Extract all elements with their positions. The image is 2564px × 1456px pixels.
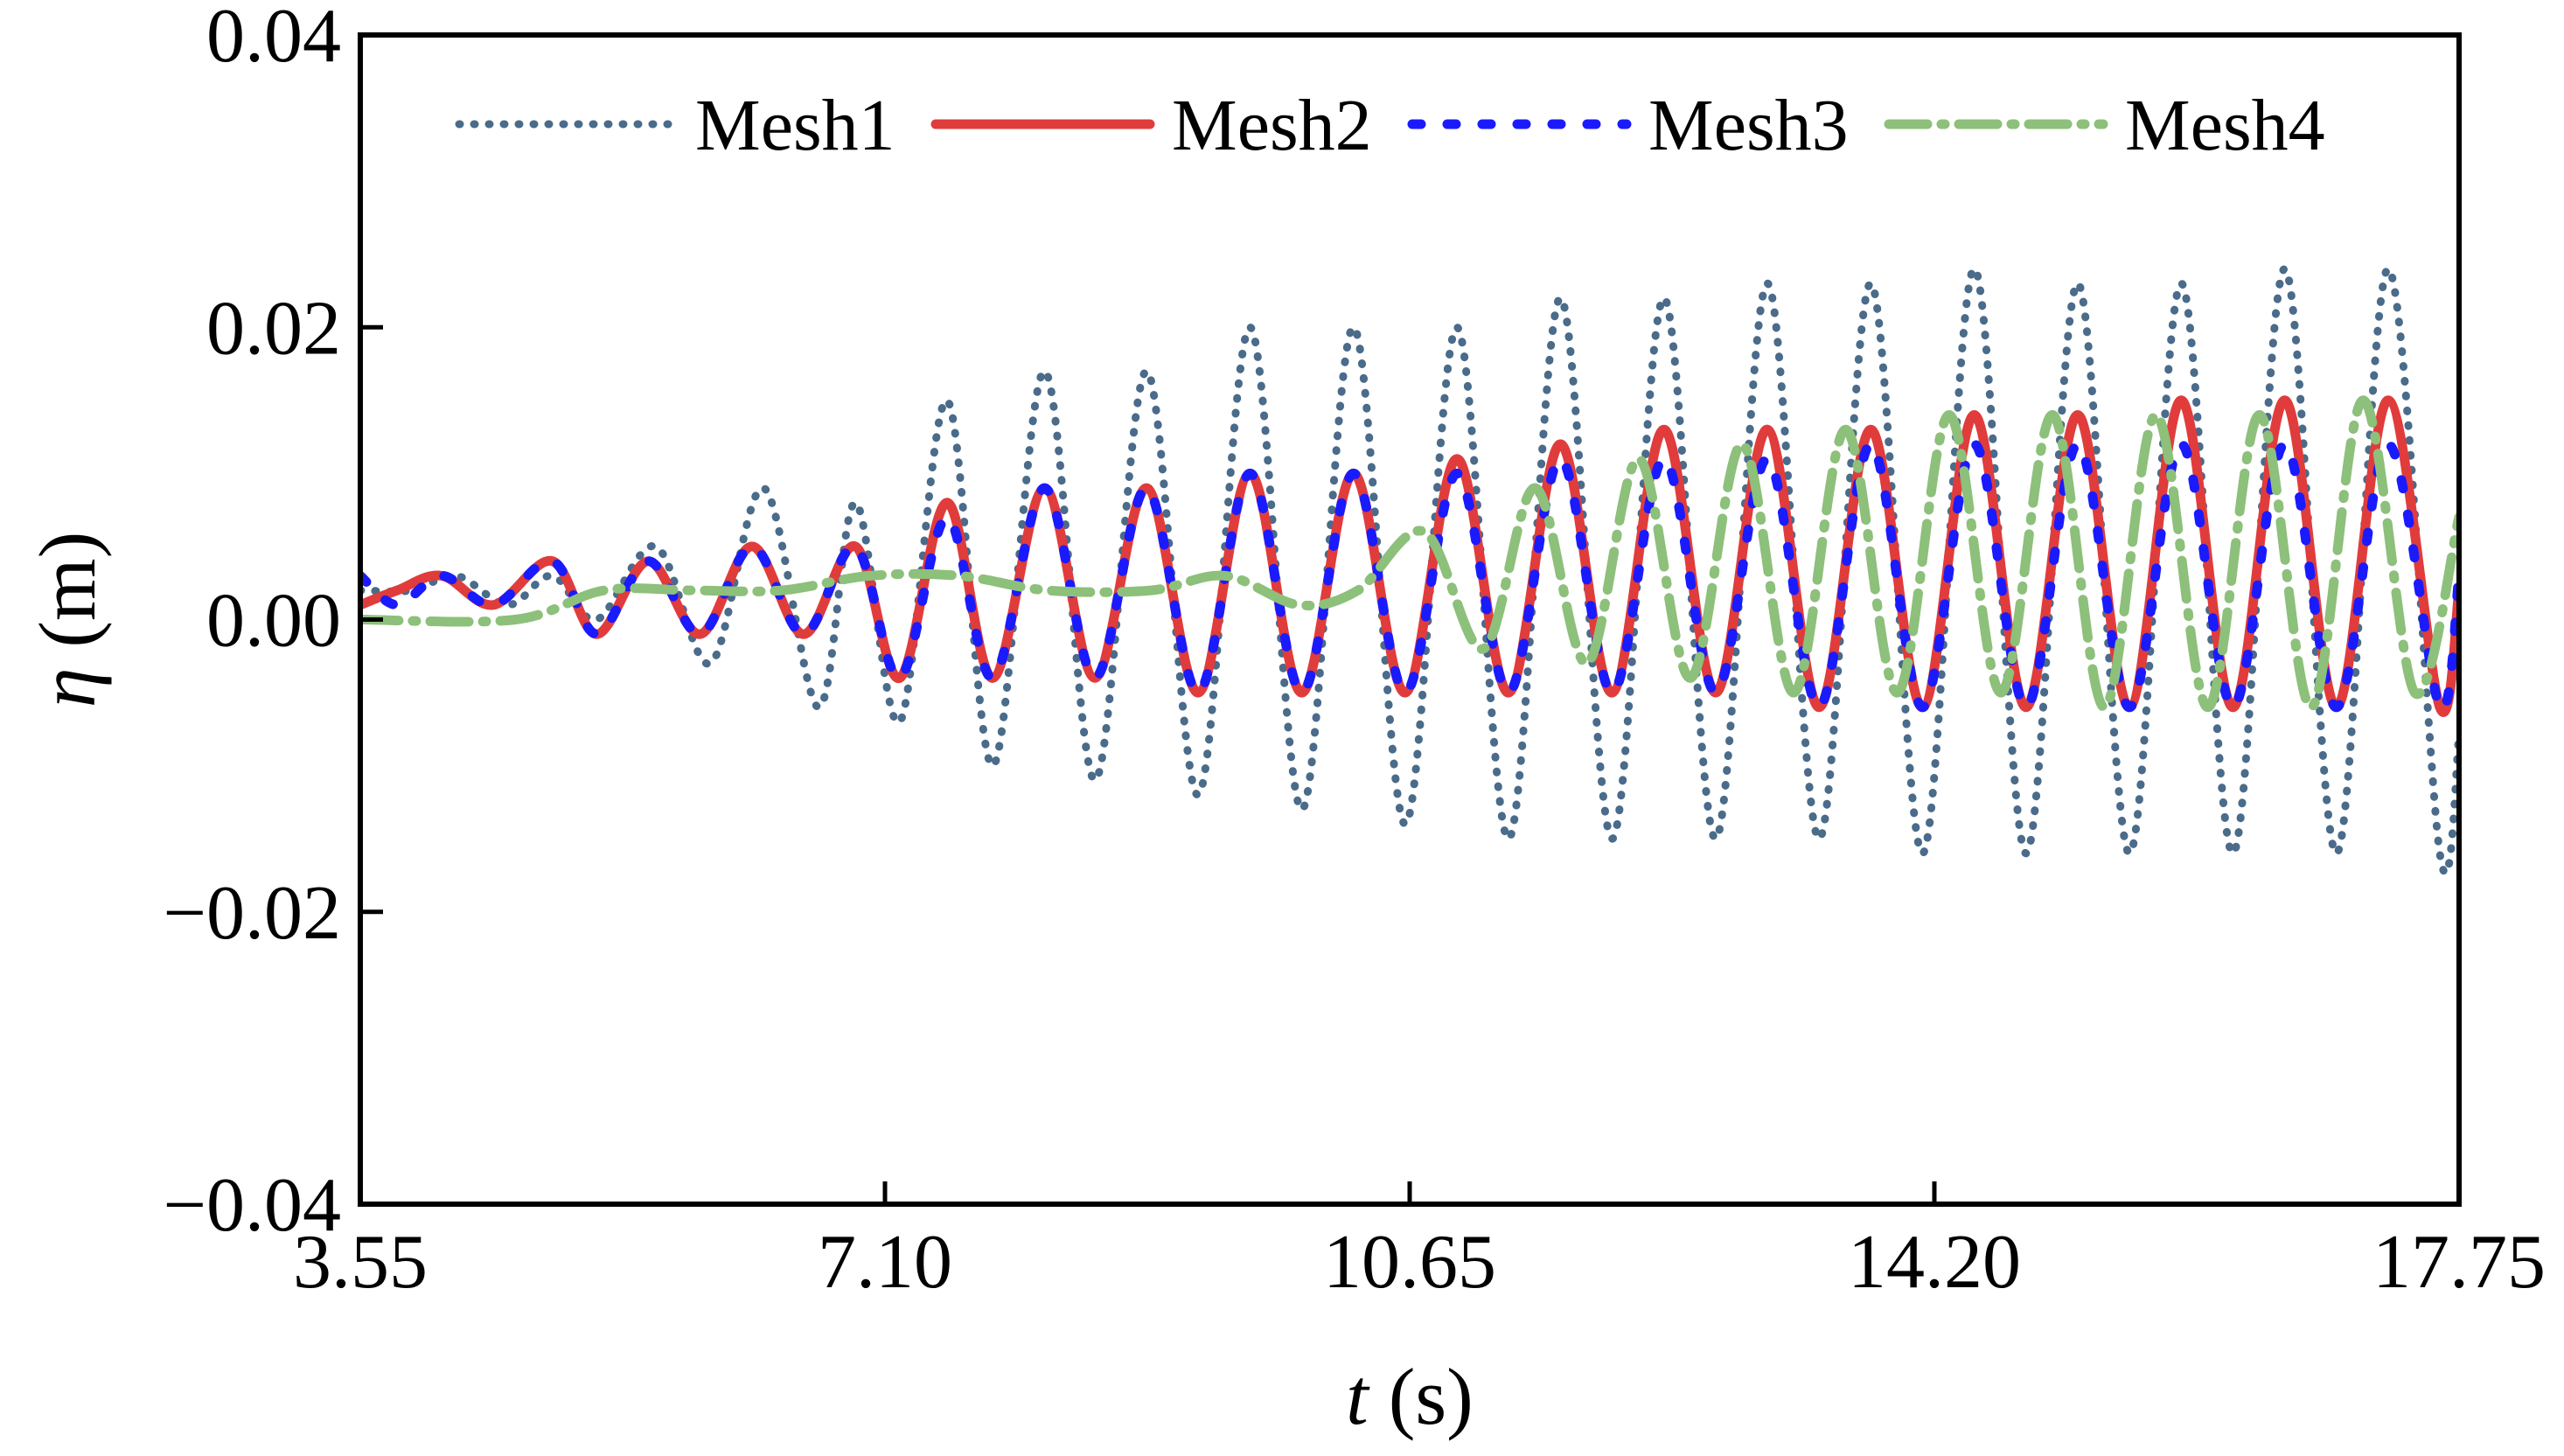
y-tick-label: −0.04 [163,1163,341,1248]
legend-label: Mesh1 [695,85,895,166]
legend-entry-mesh3: Mesh3 [1407,85,1849,166]
legend-label: Mesh4 [2125,85,2325,166]
series-line-mesh3 [360,439,2459,715]
y-tick-label: 0.04 [206,0,341,79]
y-tick-label: −0.02 [163,871,341,956]
x-tick-label: 7.10 [818,1220,952,1305]
legend: Mesh1 Mesh2 Mesh3 Mesh4 [455,85,2325,166]
ticks-layer: 3.55 7.10 10.65 14.20 17.75 −0.04 −0.02 0.00 0.0… [163,0,2546,1305]
legend-label: Mesh3 [1648,85,1849,166]
x-tick-label: 14.20 [1848,1220,2021,1305]
legend-entry-mesh1: Mesh1 [455,85,895,166]
x-axis-unit: (s) [1369,1352,1474,1441]
series-line-mesh4 [360,395,2459,713]
x-tick-label: 17.75 [2372,1220,2546,1305]
x-axis-title: t (s) [1346,1352,1474,1441]
y-tick-label: 0.02 [206,286,341,371]
y-axis-unit: (m) [23,532,112,668]
legend-entry-mesh2: Mesh2 [930,85,1372,166]
series-layer [360,264,2459,877]
x-tick-label: 3.55 [293,1220,428,1305]
y-axis-variable: η [23,668,112,708]
legend-entry-mesh4: Mesh4 [1884,85,2325,166]
x-axis-variable: t [1346,1352,1370,1441]
y-tick-label: 0.00 [206,579,341,664]
legend-label: Mesh2 [1172,85,1372,166]
x-tick-label: 10.65 [1323,1220,1496,1305]
y-axis-title: η (m) [23,532,112,707]
series-line-mesh1 [360,264,2459,877]
